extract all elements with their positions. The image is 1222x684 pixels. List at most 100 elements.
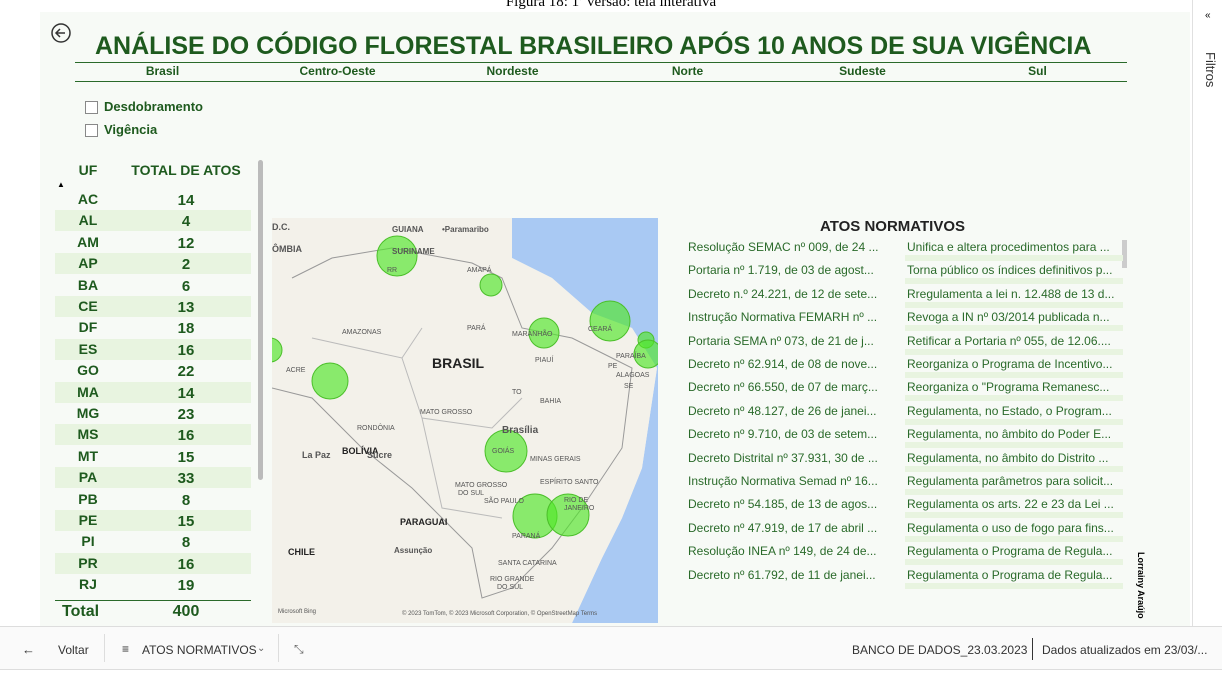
uf-cell: AM xyxy=(77,233,99,250)
ato-name: Instrução Normativa Semad nº 16... xyxy=(688,474,878,488)
map-label: MATO GROSSO xyxy=(455,482,508,489)
back-button[interactable]: Voltar xyxy=(58,643,89,657)
ato-summary: Revoga a IN nº 03/2014 publicada n... xyxy=(907,310,1110,325)
map-label: Sucre xyxy=(367,450,392,460)
total-cell: 8 xyxy=(181,491,191,509)
ato-name: Decreto nº 62.914, de 08 de nove... xyxy=(688,357,878,371)
ato-band xyxy=(905,418,1123,425)
uf-cell: MT xyxy=(77,447,99,464)
total-cell: 16 xyxy=(177,427,195,445)
map-label: SURINAME xyxy=(392,247,435,256)
map-label: PARAGUAI xyxy=(400,517,447,527)
total-row-line xyxy=(55,600,251,601)
total-cell: 23 xyxy=(177,406,195,423)
dataset: BANCO DE DADOS_23.03.2023 xyxy=(852,643,1028,657)
row-band xyxy=(55,510,251,531)
ato-band xyxy=(905,372,1123,378)
ato-summary: Regulamenta os arts. 22 e 23 da Lei ... xyxy=(907,497,1114,512)
row-band xyxy=(55,296,251,317)
map-bubble xyxy=(376,235,418,277)
total-cell: 14 xyxy=(177,192,195,209)
region-tab[interactable]: Centro-Oeste xyxy=(299,64,376,78)
ato-name: Resolução INEA nº 149, de 24 de... xyxy=(688,544,877,559)
divider xyxy=(75,81,1127,82)
uf-cell: PR xyxy=(78,554,98,571)
map-label: CEARÁ xyxy=(588,324,612,333)
map-bubble xyxy=(272,337,283,363)
map-label: MATO GROSSO xyxy=(420,409,473,416)
expand-icon[interactable]: ⤡ xyxy=(294,642,304,656)
map-bubble xyxy=(484,429,528,473)
row-band xyxy=(55,424,251,446)
uf-cell: PA xyxy=(78,469,98,486)
uf-cell: DF xyxy=(78,319,98,336)
map-label: SANTA CATARINA xyxy=(498,560,557,567)
ato-name: Decreto nº 66.550, de 07 de març... xyxy=(688,380,878,395)
ato-summary: Regulamenta o uso de fogo para fins... xyxy=(907,520,1114,535)
map-bubble xyxy=(633,339,658,369)
sort-icon: ▲ xyxy=(57,180,65,189)
total-cell: 12 xyxy=(177,234,195,252)
map-label: Assunção xyxy=(394,546,432,555)
total-cell: 16 xyxy=(177,555,195,573)
ato-summary: Regulamenta o Programa de Regula... xyxy=(907,567,1113,582)
page-icon: ≡ xyxy=(122,642,130,656)
map-label: La Paz xyxy=(302,450,331,460)
map-label: DO SUL xyxy=(497,584,523,591)
ato-band xyxy=(905,442,1123,449)
total-label: Total xyxy=(62,603,100,620)
caption: Figura 18: 1ª versão: tela interativa xyxy=(505,0,717,10)
signature: Lorrainy Araújo xyxy=(1136,552,1146,619)
ato-name: Decreto nº 48.127, de 26 de janei... xyxy=(688,403,877,418)
region-tab[interactable]: Nordeste xyxy=(486,64,539,78)
column-header: UF xyxy=(78,162,98,178)
ato-summary: Torna público os índices definitivos p..… xyxy=(907,263,1113,278)
map: D.C. GUIANA •Paramaribo ÔMBIA SURINAME AMAPÁ R… xyxy=(272,218,658,623)
row-band xyxy=(55,467,251,489)
back-icon[interactable] xyxy=(50,22,72,44)
filter-label: Vigência xyxy=(104,122,158,137)
ato-band xyxy=(905,559,1123,566)
total-cell: 15 xyxy=(177,448,195,466)
uf-cell: ES xyxy=(78,340,98,357)
region-tab[interactable]: Norte xyxy=(671,64,704,78)
filters-label[interactable]: Filtros xyxy=(1203,52,1218,88)
page-selector[interactable]: ATOS NORMATIVOS xyxy=(142,643,257,657)
uf-cell: BA xyxy=(77,276,99,293)
checkbox[interactable] xyxy=(85,124,98,137)
map-bubble xyxy=(311,362,349,400)
map-label: ÔMBIA xyxy=(272,243,302,254)
ato-band xyxy=(905,348,1123,355)
map-label: RIO GRANDE xyxy=(490,576,535,583)
ato-name: Instrução Normativa FEMARH nº ... xyxy=(688,310,878,325)
row-band xyxy=(55,381,251,403)
atos-title: ATOS NORMATIVOS xyxy=(820,218,966,235)
map-label: PIAUÍ xyxy=(535,355,553,364)
total-cell: 4 xyxy=(181,213,191,231)
region-tab[interactable]: Sudeste xyxy=(839,64,886,78)
ato-summary: Unifica e altera procedimentos para ... xyxy=(907,240,1110,254)
region-tab[interactable]: Sul xyxy=(1028,64,1047,78)
map-bubble xyxy=(589,300,631,342)
ato-name: Decreto nº 61.792, de 11 de janei... xyxy=(688,567,876,582)
back-arrow[interactable]: ← xyxy=(22,642,35,657)
region-tab[interactable]: Brasil xyxy=(145,64,180,78)
map-label: AMAZONAS xyxy=(342,329,382,336)
scrollbar xyxy=(1122,240,1127,268)
uf-cell: GO xyxy=(77,362,99,379)
ato-band xyxy=(905,301,1123,308)
map-bubble xyxy=(546,493,590,537)
ato-name: Decreto n.º 24.221, de 12 de sete... xyxy=(688,286,878,301)
map-label: MARANHÃO xyxy=(512,329,553,338)
map-label: DO SUL xyxy=(458,490,484,497)
map-label: GOIÁS xyxy=(492,446,515,455)
ato-name: Decreto nº 9.710, de 03 de setem... xyxy=(688,427,878,442)
checkbox[interactable] xyxy=(85,101,98,114)
map-label: PARANÁ xyxy=(512,531,541,540)
ato-band xyxy=(905,395,1123,402)
filter-label: Desdobramento xyxy=(104,99,203,114)
collapse-icon[interactable]: « xyxy=(1205,10,1211,21)
uf-cell: CE xyxy=(78,298,98,314)
map-bubble xyxy=(528,317,560,349)
bottom-bar xyxy=(0,626,1222,670)
